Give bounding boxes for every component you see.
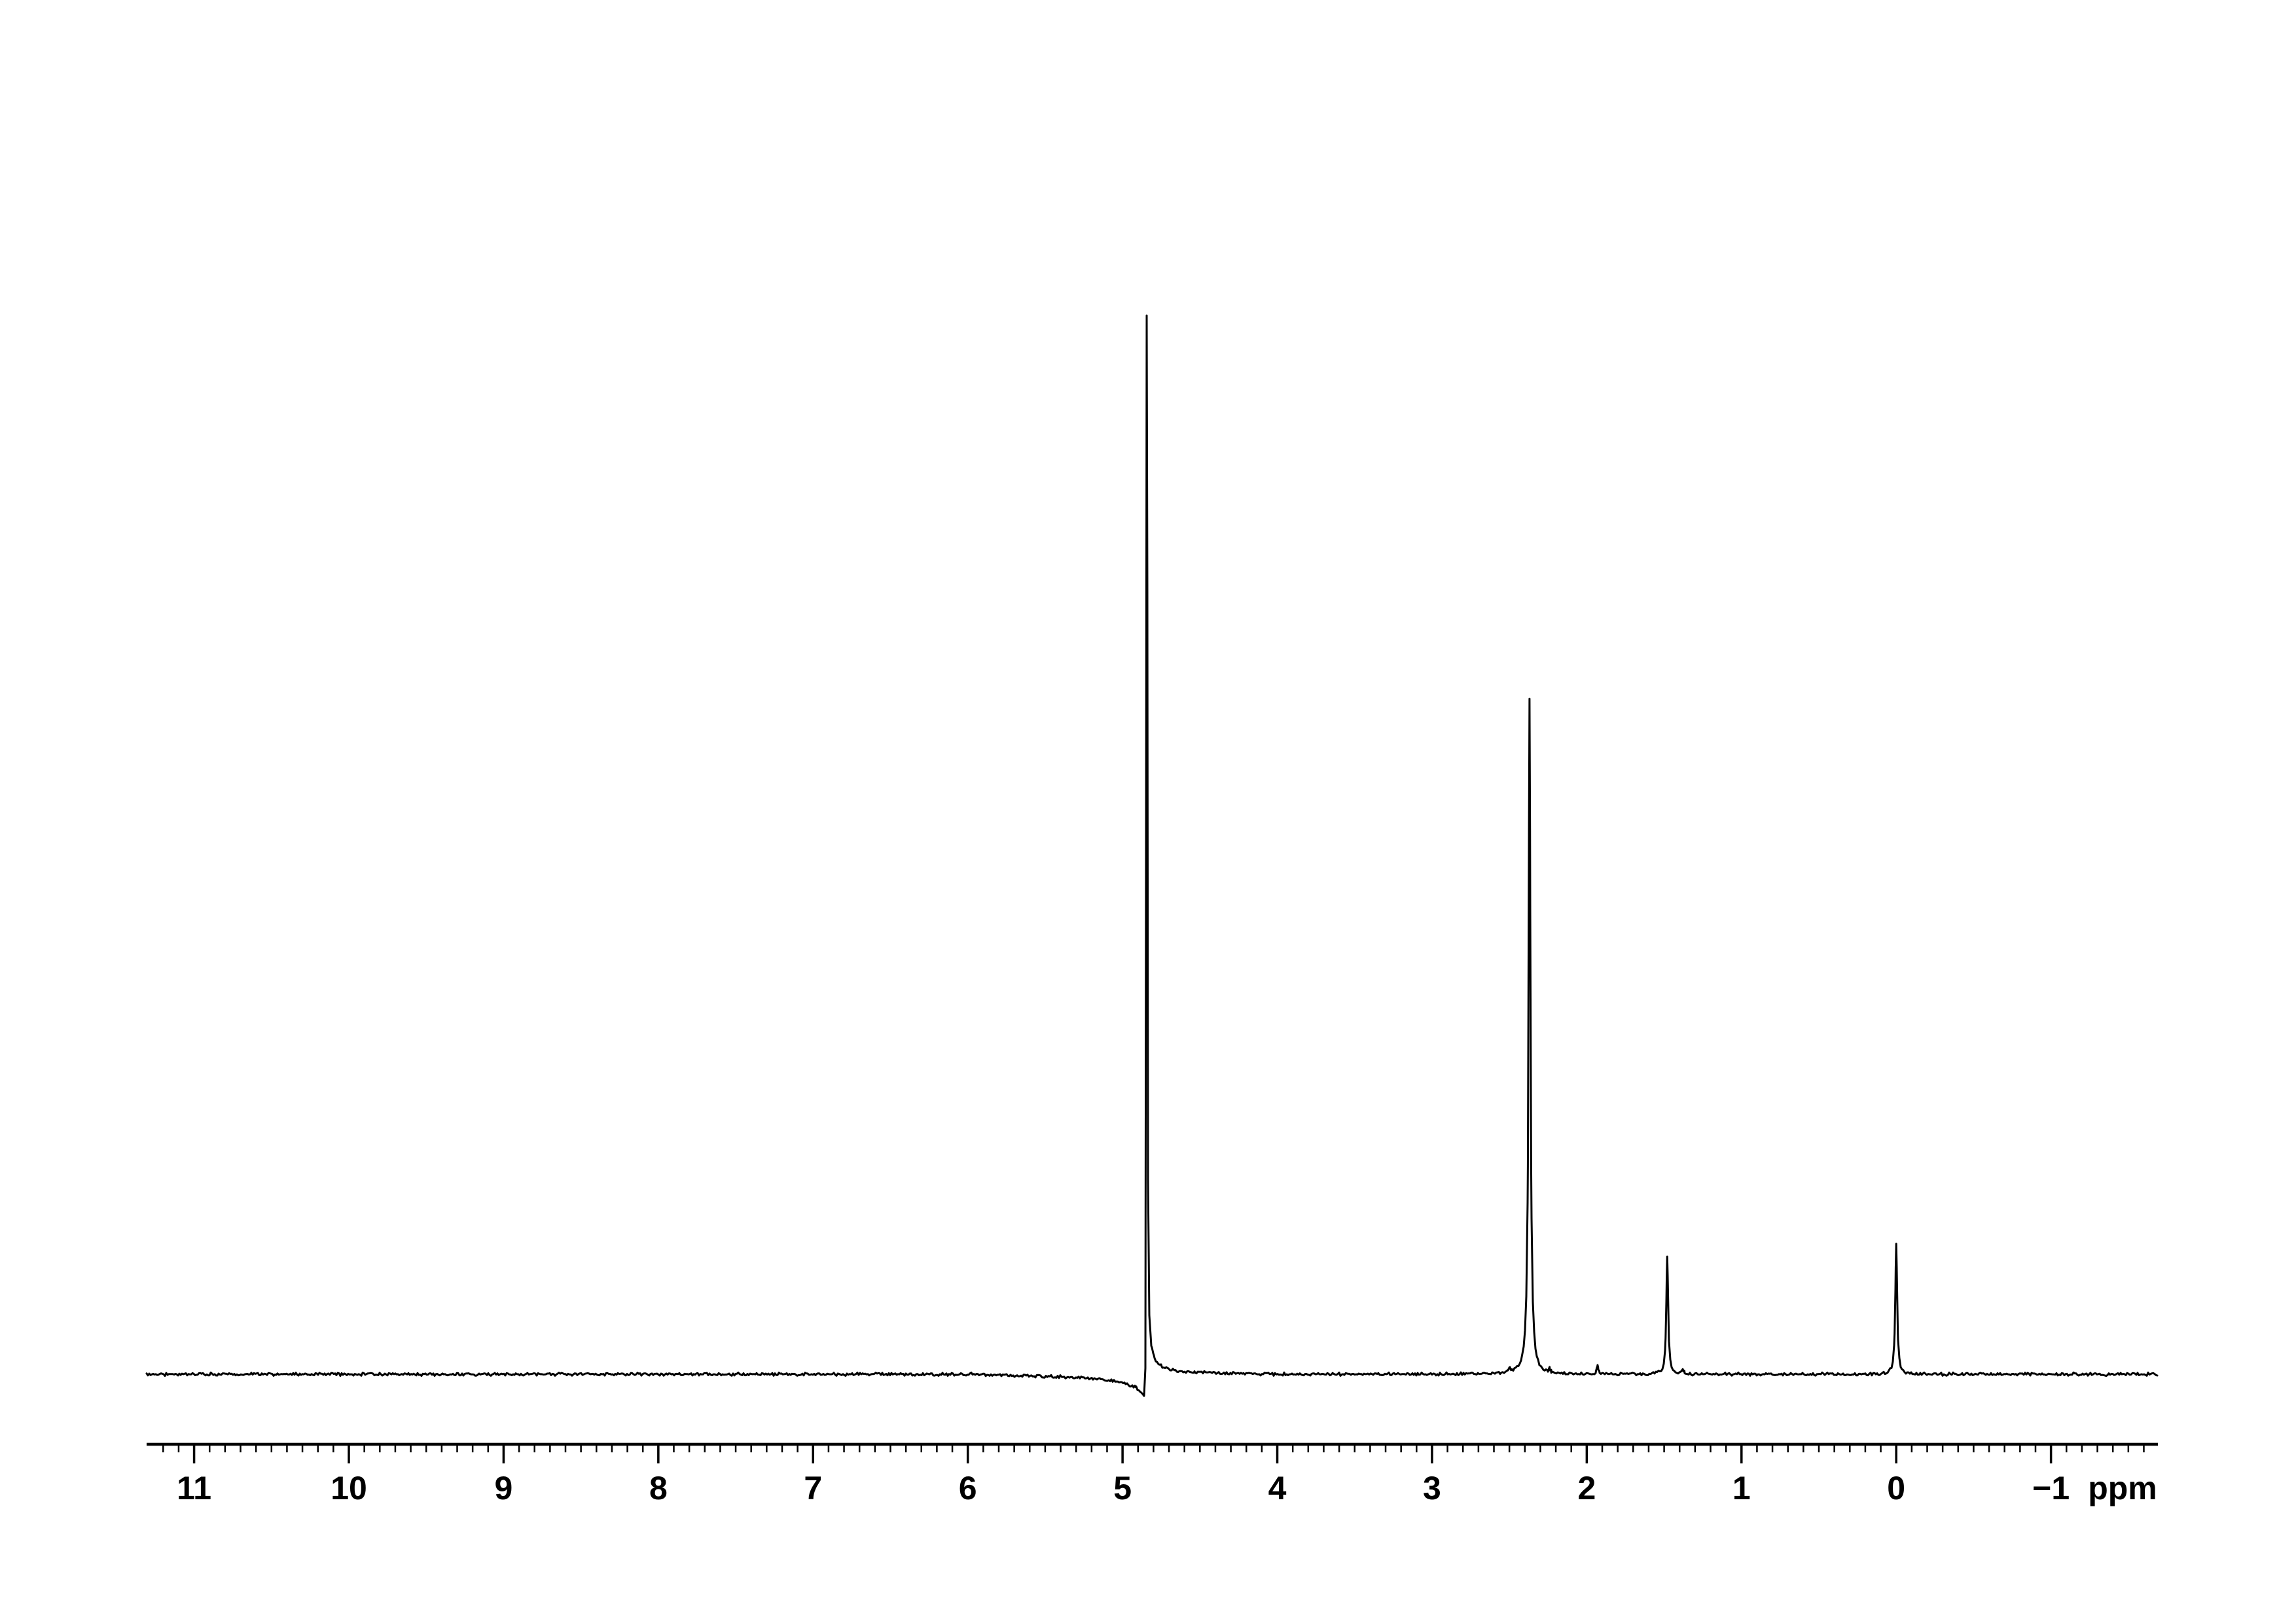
axis-tick-label: 8 xyxy=(649,1470,668,1506)
axis-tick-label: −1 xyxy=(2032,1470,2070,1506)
spectrum-trace-group xyxy=(145,314,2159,1397)
axis-tick-label: 5 xyxy=(1113,1470,1132,1506)
axis-tick-label: 3 xyxy=(1423,1470,1441,1506)
ppm-axis xyxy=(147,1442,2158,1464)
ppm-axis-labels: ppm 11 10 9 8 7 6 5 4 3 2 1 0 −1 xyxy=(177,1470,2157,1506)
axis-tick-label: 9 xyxy=(495,1470,513,1506)
axis-tick-label: 11 xyxy=(177,1470,211,1506)
axis-tick-label: 4 xyxy=(1268,1470,1287,1506)
axis-tick-label: 7 xyxy=(804,1470,822,1506)
axis-tick-label: 0 xyxy=(1887,1470,1905,1506)
axis-tick-label: 1 xyxy=(1732,1470,1751,1506)
axis-tick-label: 6 xyxy=(959,1470,977,1506)
spectrum-trace xyxy=(145,314,2159,1397)
axis-tick-label: 10 xyxy=(331,1470,367,1506)
axis-tick-label: 2 xyxy=(1577,1470,1596,1506)
ppm-unit-label: ppm xyxy=(2088,1470,2157,1506)
